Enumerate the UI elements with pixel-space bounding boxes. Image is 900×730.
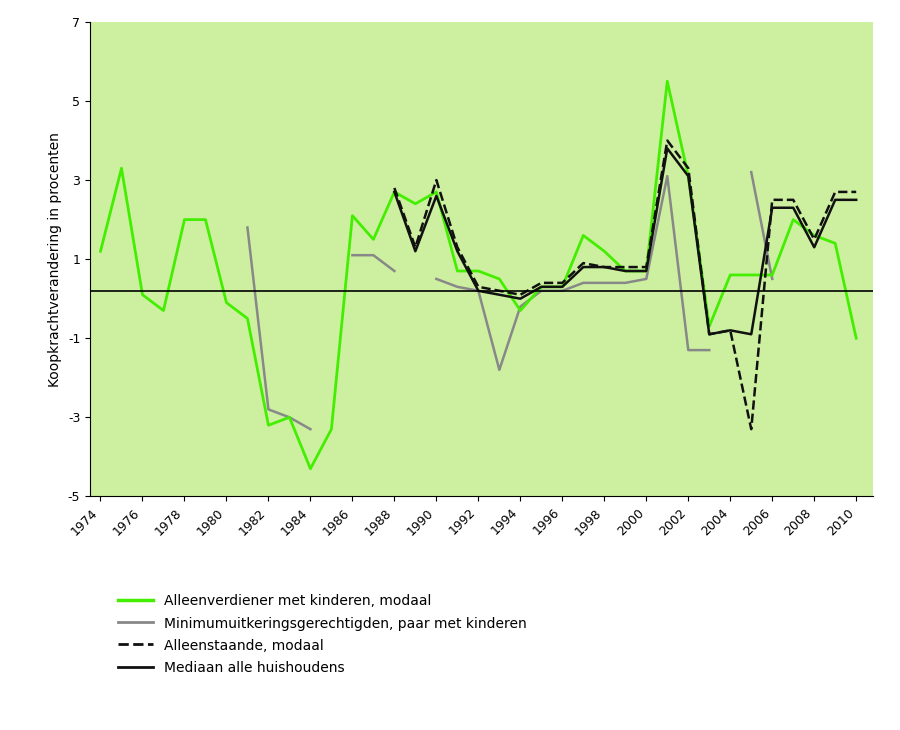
Alleenverdiener met kinderen, modaal [830,239,841,247]
Alleenverdiener met kinderen, modaal [410,199,421,208]
Alleenverdiener met kinderen, modaal [263,420,274,429]
Alleenverdiener met kinderen, modaal [452,266,463,275]
Alleenverdiener met kinderen, modaal [137,291,148,299]
Minimumuitkeringsgerechtigden, paar met kinderen [242,223,253,232]
Alleenverdiener met kinderen, modaal [200,215,211,224]
Alleenverdiener met kinderen, modaal [473,266,484,275]
Alleenverdiener met kinderen, modaal [179,215,190,224]
Alleenverdiener met kinderen, modaal [389,188,400,196]
Alleenverdiener met kinderen, modaal [662,77,672,85]
Alleenverdiener met kinderen, modaal [368,235,379,244]
Minimumuitkeringsgerechtigden, paar met kinderen [263,405,274,414]
Alleenverdiener met kinderen, modaal [850,334,861,342]
Legend: Alleenverdiener met kinderen, modaal, Minimumuitkeringsgerechtigden, paar met ki: Alleenverdiener met kinderen, modaal, Mi… [112,589,532,681]
Alleenverdiener met kinderen, modaal [116,164,127,172]
Alleenverdiener met kinderen, modaal [431,188,442,196]
Alleenverdiener met kinderen, modaal [158,306,169,315]
Alleenverdiener met kinderen, modaal [326,425,337,434]
Line: Alleenverdiener met kinderen, modaal: Alleenverdiener met kinderen, modaal [101,81,856,469]
Alleenverdiener met kinderen, modaal [242,314,253,323]
Alleenverdiener met kinderen, modaal [641,266,652,275]
Minimumuitkeringsgerechtigden, paar met kinderen [305,425,316,434]
Alleenverdiener met kinderen, modaal [788,215,798,224]
Alleenverdiener met kinderen, modaal [767,271,778,280]
Alleenverdiener met kinderen, modaal [221,299,232,307]
Y-axis label: Koopkrachtverandering in procenten: Koopkrachtverandering in procenten [49,131,62,387]
Alleenverdiener met kinderen, modaal [724,271,735,280]
Alleenverdiener met kinderen, modaal [809,231,820,239]
Alleenverdiener met kinderen, modaal [284,413,295,422]
Alleenverdiener met kinderen, modaal [536,283,546,291]
Alleenverdiener met kinderen, modaal [494,274,505,283]
Alleenverdiener met kinderen, modaal [683,172,694,180]
Alleenverdiener met kinderen, modaal [347,211,358,220]
Alleenverdiener met kinderen, modaal [598,247,609,255]
Alleenverdiener met kinderen, modaal [557,283,568,291]
Minimumuitkeringsgerechtigden, paar met kinderen [284,413,295,422]
Alleenverdiener met kinderen, modaal [95,247,106,255]
Alleenverdiener met kinderen, modaal [704,322,715,331]
Alleenverdiener met kinderen, modaal [578,231,589,239]
Alleenverdiener met kinderen, modaal [305,464,316,473]
Line: Minimumuitkeringsgerechtigden, paar met kinderen: Minimumuitkeringsgerechtigden, paar met … [248,228,310,429]
Alleenverdiener met kinderen, modaal [515,306,526,315]
Alleenverdiener met kinderen, modaal [746,271,757,280]
Alleenverdiener met kinderen, modaal [620,266,631,275]
